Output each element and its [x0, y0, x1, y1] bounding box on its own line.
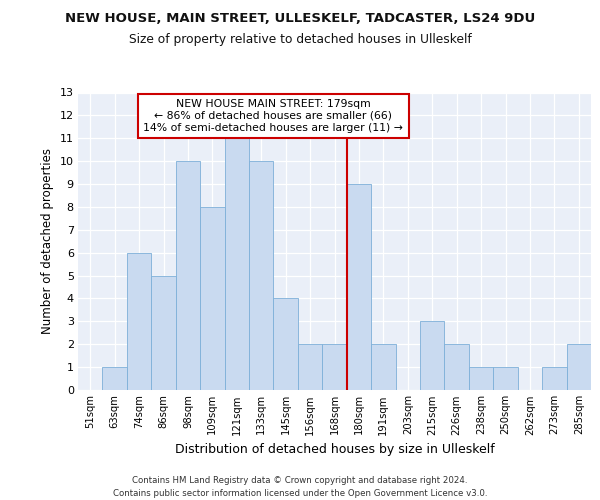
Bar	[566, 344, 591, 390]
Bar	[347, 184, 371, 390]
Text: Contains HM Land Registry data © Crown copyright and database right 2024.
Contai: Contains HM Land Registry data © Crown c…	[113, 476, 487, 498]
Text: Size of property relative to detached houses in Ulleskelf: Size of property relative to detached ho…	[128, 32, 472, 46]
X-axis label: Distribution of detached houses by size in Ulleskelf: Distribution of detached houses by size …	[175, 443, 494, 456]
Bar	[200, 207, 224, 390]
Bar	[151, 276, 176, 390]
Bar	[274, 298, 298, 390]
Bar	[176, 161, 200, 390]
Bar	[224, 138, 249, 390]
Bar	[420, 322, 445, 390]
Bar	[371, 344, 395, 390]
Bar	[249, 161, 274, 390]
Bar	[127, 252, 151, 390]
Text: NEW HOUSE MAIN STREET: 179sqm
← 86% of detached houses are smaller (66)
14% of s: NEW HOUSE MAIN STREET: 179sqm ← 86% of d…	[143, 100, 403, 132]
Bar	[298, 344, 322, 390]
Bar	[103, 367, 127, 390]
Bar	[445, 344, 469, 390]
Text: NEW HOUSE, MAIN STREET, ULLESKELF, TADCASTER, LS24 9DU: NEW HOUSE, MAIN STREET, ULLESKELF, TADCA…	[65, 12, 535, 26]
Bar	[542, 367, 566, 390]
Y-axis label: Number of detached properties: Number of detached properties	[41, 148, 54, 334]
Bar	[493, 367, 518, 390]
Bar	[469, 367, 493, 390]
Bar	[322, 344, 347, 390]
